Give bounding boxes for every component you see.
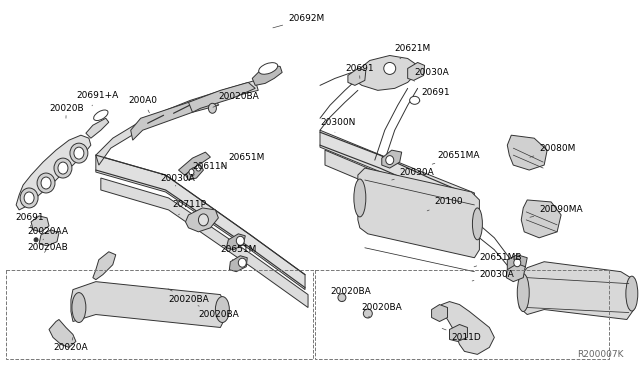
Ellipse shape xyxy=(216,296,229,323)
Text: 20621M: 20621M xyxy=(395,44,431,59)
Text: 20611N: 20611N xyxy=(191,161,228,177)
Text: 2011D: 2011D xyxy=(442,328,481,342)
Ellipse shape xyxy=(198,214,209,226)
Bar xyxy=(315,270,609,359)
Polygon shape xyxy=(229,256,247,272)
Polygon shape xyxy=(131,95,218,140)
Polygon shape xyxy=(320,130,474,210)
Ellipse shape xyxy=(354,179,366,217)
Ellipse shape xyxy=(364,309,372,318)
Ellipse shape xyxy=(259,62,278,74)
Polygon shape xyxy=(431,305,447,321)
Text: 20020AB: 20020AB xyxy=(27,243,68,252)
Text: 200A0: 200A0 xyxy=(129,96,157,113)
Ellipse shape xyxy=(410,96,420,104)
Polygon shape xyxy=(358,168,479,258)
Ellipse shape xyxy=(74,147,84,159)
Polygon shape xyxy=(186,208,218,232)
Text: 20651M: 20651M xyxy=(220,245,257,260)
Polygon shape xyxy=(508,135,547,170)
Text: 20651MB: 20651MB xyxy=(474,253,522,267)
Polygon shape xyxy=(179,152,211,175)
Text: 20030A: 20030A xyxy=(392,167,435,180)
Ellipse shape xyxy=(209,103,216,113)
Text: 20020BA: 20020BA xyxy=(198,306,239,319)
Text: 20020AA: 20020AA xyxy=(27,227,68,240)
Ellipse shape xyxy=(41,177,51,189)
Polygon shape xyxy=(252,65,282,86)
Polygon shape xyxy=(71,282,225,327)
Polygon shape xyxy=(101,178,308,308)
Polygon shape xyxy=(96,155,305,290)
Polygon shape xyxy=(39,230,59,246)
Polygon shape xyxy=(186,165,204,180)
Text: 20691: 20691 xyxy=(15,214,44,228)
Polygon shape xyxy=(86,118,109,138)
Polygon shape xyxy=(521,200,561,238)
Ellipse shape xyxy=(20,188,38,208)
Polygon shape xyxy=(508,255,527,272)
Ellipse shape xyxy=(384,62,396,74)
Polygon shape xyxy=(506,264,525,282)
Polygon shape xyxy=(31,216,49,232)
Polygon shape xyxy=(352,55,418,90)
Text: 20020B: 20020B xyxy=(49,104,84,118)
Polygon shape xyxy=(382,150,402,168)
Ellipse shape xyxy=(626,276,638,311)
Ellipse shape xyxy=(338,294,346,302)
Ellipse shape xyxy=(189,169,194,175)
Text: 20651M: 20651M xyxy=(221,153,265,167)
Text: 20300N: 20300N xyxy=(320,118,355,132)
Polygon shape xyxy=(449,324,467,341)
Polygon shape xyxy=(325,150,476,228)
Bar xyxy=(6,270,313,359)
Text: 20691: 20691 xyxy=(345,64,374,78)
Polygon shape xyxy=(440,302,494,355)
Ellipse shape xyxy=(37,173,55,193)
Ellipse shape xyxy=(72,293,86,323)
Ellipse shape xyxy=(514,259,521,267)
Polygon shape xyxy=(49,320,76,347)
Polygon shape xyxy=(348,68,366,86)
Text: 20030A: 20030A xyxy=(414,68,449,81)
Polygon shape xyxy=(189,82,255,112)
Polygon shape xyxy=(93,252,116,280)
Ellipse shape xyxy=(70,143,88,163)
Ellipse shape xyxy=(93,110,108,121)
Polygon shape xyxy=(408,62,424,80)
Ellipse shape xyxy=(196,165,201,171)
Polygon shape xyxy=(96,80,258,165)
Text: 20020BA: 20020BA xyxy=(213,92,259,107)
Text: 20651MA: 20651MA xyxy=(432,151,480,164)
Text: 20692M: 20692M xyxy=(273,14,324,28)
Text: 20691+A: 20691+A xyxy=(76,91,118,106)
Text: 20080M: 20080M xyxy=(530,144,575,157)
Text: 20020BA: 20020BA xyxy=(168,289,209,304)
Polygon shape xyxy=(519,262,634,320)
Text: 20691: 20691 xyxy=(420,88,451,101)
Ellipse shape xyxy=(58,162,68,174)
Ellipse shape xyxy=(34,238,38,242)
Ellipse shape xyxy=(517,274,529,311)
Polygon shape xyxy=(16,135,91,210)
Ellipse shape xyxy=(386,155,394,164)
Text: 20020A: 20020A xyxy=(53,337,88,352)
Ellipse shape xyxy=(24,192,34,204)
Text: 20030A: 20030A xyxy=(472,270,514,281)
Text: R200007K: R200007K xyxy=(577,350,624,359)
Text: 20711P: 20711P xyxy=(173,201,207,215)
Polygon shape xyxy=(227,234,245,250)
Ellipse shape xyxy=(238,258,246,267)
Ellipse shape xyxy=(54,158,72,178)
Ellipse shape xyxy=(236,236,244,245)
Text: 20020BA: 20020BA xyxy=(362,303,403,318)
Text: 20020BA: 20020BA xyxy=(330,287,371,302)
Ellipse shape xyxy=(472,208,483,240)
Text: 20030A: 20030A xyxy=(161,173,195,186)
Text: 20100: 20100 xyxy=(427,198,463,211)
Text: 20D90MA: 20D90MA xyxy=(530,205,583,217)
